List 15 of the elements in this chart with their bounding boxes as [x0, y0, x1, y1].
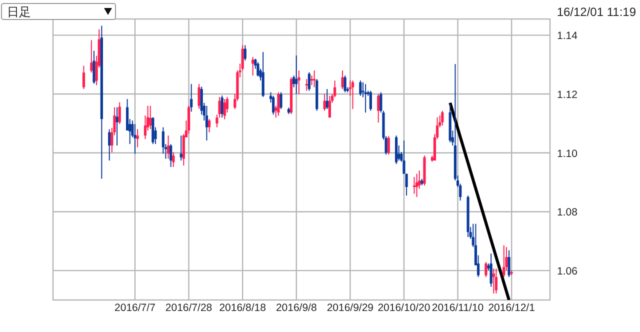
x-tick-label: 2016/7/28	[165, 302, 212, 314]
x-tick-label: 2016/11/10	[432, 302, 484, 314]
y-tick-label: 1.08	[557, 206, 578, 219]
x-tick-label: 2016/8/18	[219, 302, 266, 314]
x-tick-label: 2016/9/29	[326, 302, 374, 314]
x-tick-label: 2016/12/1	[488, 302, 536, 314]
x-tick-label: 2016/7/7	[114, 302, 156, 314]
y-tick-label: 1.10	[557, 148, 578, 160]
y-tick-label: 1.12	[557, 89, 578, 102]
y-tick-label: 1.14	[557, 30, 578, 42]
period-selector: 日足	[1, 3, 116, 20]
y-tick-label: 1.06	[557, 266, 578, 278]
x-tick-label: 2016/10/20	[378, 302, 430, 314]
x-tick-label: 2016/9/8	[276, 302, 317, 314]
text: 16/12/01 11:19	[556, 5, 636, 19]
